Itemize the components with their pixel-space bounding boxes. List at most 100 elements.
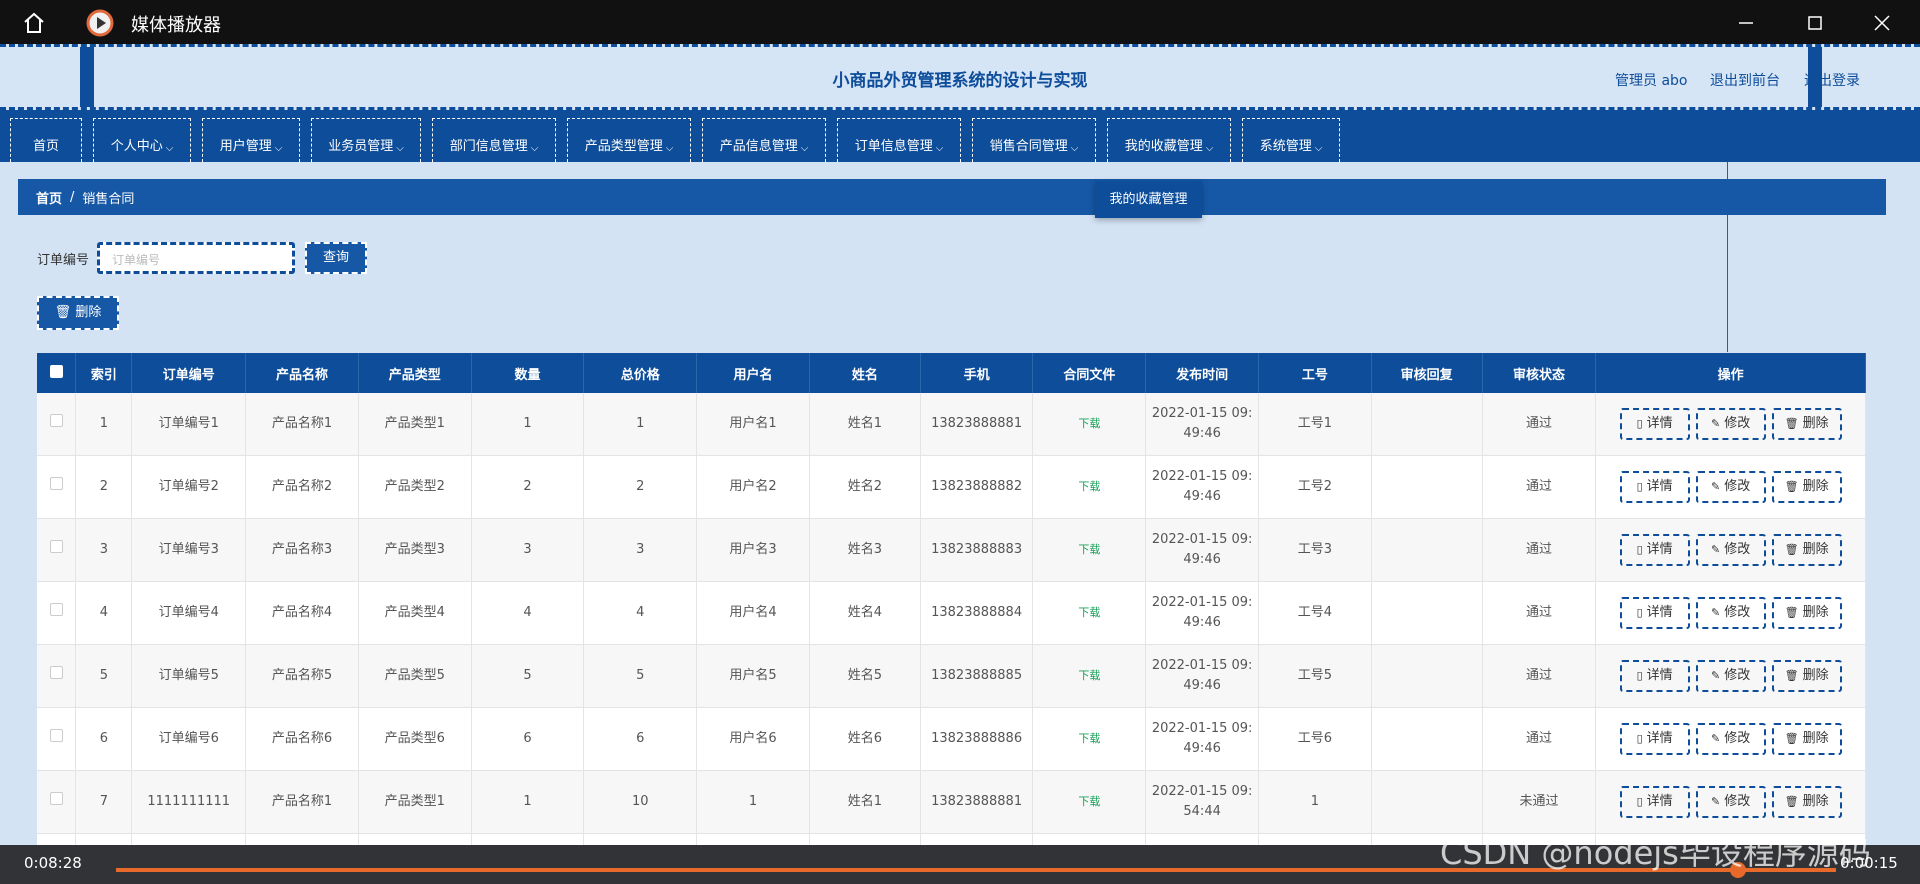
cell — [1371, 393, 1483, 456]
header-cell: 产品名称 — [245, 353, 359, 393]
action-button[interactable]: ✎ 修改 — [1695, 660, 1766, 692]
progress[interactable] — [116, 868, 1836, 872]
nav-tab[interactable]: 系统管理 ⌵ — [1242, 118, 1340, 162]
cell: 产品名称1 — [245, 393, 359, 456]
elapsed: 0:08:28 — [24, 854, 82, 872]
nav-tab[interactable]: 我的收藏管理 ⌵ — [1107, 118, 1231, 162]
action-button[interactable]: 🗑 删除 — [1771, 660, 1842, 692]
cell: 3 — [471, 518, 585, 582]
actions-cell: ▯详情✎修改🗑删除 — [1595, 833, 1866, 845]
delete-button[interactable]: 🗑 删除 — [37, 296, 119, 330]
home-icon[interactable] — [22, 11, 46, 35]
action-button[interactable]: ✎ 修改 — [1695, 597, 1766, 629]
cell: 13823888881 — [920, 770, 1034, 834]
action-button[interactable]: ▯ 详情 — [1619, 597, 1690, 629]
checkbox[interactable] — [49, 540, 63, 553]
crumb-current: 销售合同 — [82, 191, 135, 207]
nav-tab[interactable]: 首页 — [10, 118, 82, 162]
cell — [1371, 707, 1483, 771]
dropdown[interactable]: 我的收藏管理 — [1095, 181, 1202, 218]
checkbox[interactable] — [49, 414, 63, 427]
cell[interactable]: 下载 — [1032, 770, 1147, 834]
cell: 姓名6 — [809, 707, 921, 771]
action-icon: 🗑 — [1784, 732, 1799, 745]
action-button[interactable]: ▯ 详情 — [1619, 786, 1690, 818]
cell: 4 — [583, 581, 698, 645]
action-button[interactable]: ▯ 详情 — [1619, 408, 1690, 440]
action-button[interactable]: ▯ 详情 — [1619, 723, 1690, 755]
nav-tab[interactable]: 产品信息管理 ⌵ — [702, 118, 826, 162]
cell: 7 — [75, 770, 133, 834]
action-icon: ▯ — [1636, 417, 1643, 430]
cell: 同意签 — [1371, 833, 1483, 845]
cell: 20221151010347580260 — [131, 833, 247, 845]
action-button[interactable]: 🗑 删除 — [1771, 723, 1842, 755]
cell: 用户名6 — [696, 707, 810, 771]
cell[interactable]: 下载 — [1032, 581, 1147, 645]
checkbox[interactable] — [49, 729, 63, 742]
cell[interactable]: 下载 — [1032, 393, 1147, 456]
progress-thumb[interactable] — [1730, 862, 1746, 878]
cell[interactable]: 下载 — [1032, 518, 1147, 582]
logout-link[interactable]: 退出登录 — [1804, 73, 1860, 89]
cell — [1371, 644, 1483, 708]
action-icon: ✎ — [1711, 606, 1721, 619]
cell[interactable]: 下载 — [1032, 455, 1147, 519]
cell: 用户名3 — [696, 518, 810, 582]
cell: 产品类型1 — [358, 393, 472, 456]
action-button[interactable]: ✎ 修改 — [1695, 723, 1766, 755]
header-cell: 审核状态 — [1482, 353, 1597, 393]
action-button[interactable]: ✎ 修改 — [1695, 534, 1766, 566]
search-button[interactable]: 查询 — [305, 242, 367, 274]
action-button[interactable]: 🗑 删除 — [1771, 534, 1842, 566]
cell: 8 — [75, 833, 133, 845]
nav-tab[interactable]: 产品类型管理 ⌵ — [567, 118, 691, 162]
nav-tab[interactable]: 订单信息管理 ⌵ — [837, 118, 961, 162]
cell: 王辉 — [809, 833, 921, 845]
action-button[interactable]: ▯ 详情 — [1619, 534, 1690, 566]
checkbox[interactable] — [49, 792, 63, 805]
table-row: 6 订单编号6 产品名称6 产品类型6 6 6 用户名6 姓名6 13823888886 下载 20… — [37, 707, 1866, 771]
cell[interactable]: 下载 — [1032, 833, 1147, 845]
cell[interactable]: 下载 — [1032, 707, 1147, 771]
action-button[interactable]: 🗑 删除 — [1771, 408, 1842, 440]
cell: 1 — [75, 393, 133, 456]
action-button[interactable]: ▯ 详情 — [1619, 471, 1690, 503]
action-button[interactable]: 🗑 删除 — [1771, 786, 1842, 818]
system-title: 小商品外贸管理系统的设计与实现 — [832, 71, 1088, 91]
action-button[interactable]: ✎ 修改 — [1695, 471, 1766, 503]
table-row: 820221151010347580260华硕电脑电脑50022500002王辉… — [37, 833, 1866, 845]
window-controls[interactable] — [1735, 12, 1895, 34]
action-button[interactable]: ✎ 修改 — [1695, 408, 1766, 440]
cell[interactable]: 下载 — [1032, 644, 1147, 708]
search-input[interactable]: 订单编号 — [97, 242, 295, 274]
checkbox[interactable] — [49, 364, 63, 378]
nav-tab[interactable]: 销售合同管理 ⌵ — [972, 118, 1096, 162]
checkbox[interactable] — [49, 603, 63, 616]
chevron: ⌵ — [800, 143, 809, 154]
action-button[interactable]: 🗑 删除 — [1771, 597, 1842, 629]
nav-tab[interactable]: 个人中心 ⌵ — [93, 118, 191, 162]
header-cell — [37, 353, 77, 393]
action-button[interactable]: ✎ 修改 — [1695, 786, 1766, 818]
nav-tab[interactable]: 部门信息管理 ⌵ — [432, 118, 556, 162]
watermark: CSDN @nodejs毕设程序源码 — [1440, 834, 1871, 872]
checkbox[interactable] — [49, 666, 63, 679]
chevron: ⌵ — [1314, 143, 1323, 154]
header-cell: 姓名 — [809, 353, 921, 393]
action-label: 修改 — [1724, 794, 1751, 809]
cell: 电脑 — [358, 833, 472, 845]
chevron: ⌵ — [165, 143, 174, 154]
action-icon: ✎ — [1711, 543, 1721, 556]
front-link[interactable]: 退出到前台 — [1710, 73, 1780, 89]
action-label: 修改 — [1724, 668, 1751, 683]
action-button[interactable]: ▯ 详情 — [1619, 660, 1690, 692]
action-icon: ▯ — [1636, 480, 1643, 493]
divider — [1727, 162, 1728, 352]
nav-tab[interactable]: 业务员管理 ⌵ — [311, 118, 421, 162]
crumb-home[interactable]: 首页 — [36, 191, 63, 207]
nav-tab[interactable]: 用户管理 ⌵ — [202, 118, 300, 162]
action-button[interactable]: 🗑 删除 — [1771, 471, 1842, 503]
nav-label: 系统管理 — [1259, 139, 1312, 154]
checkbox[interactable] — [49, 477, 63, 490]
